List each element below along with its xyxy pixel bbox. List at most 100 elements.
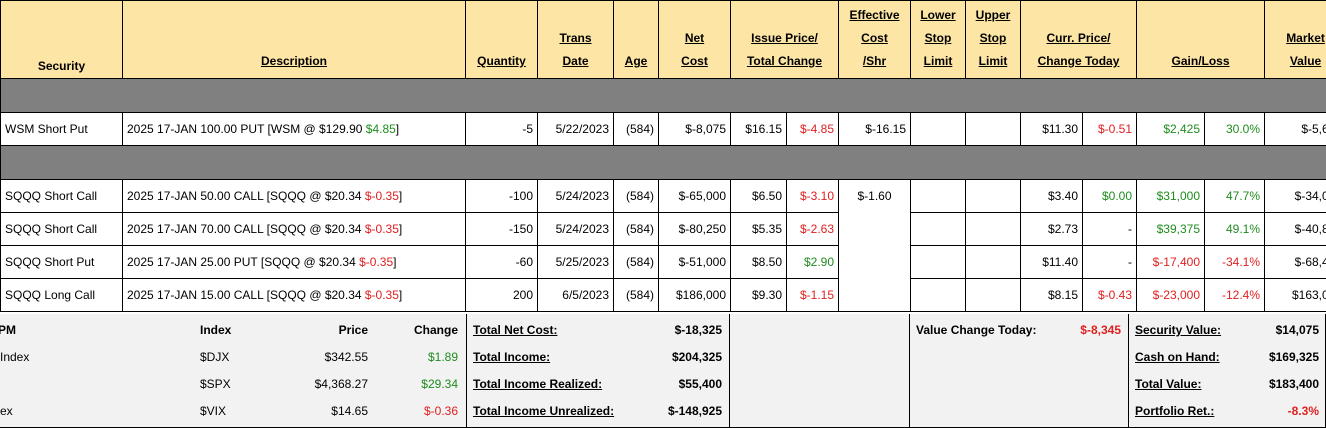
age-cell: (584): [613, 278, 659, 312]
description-cell: 2025 17-JAN 50.00 CALL [SQQQ @ $20.34 $-…: [122, 179, 466, 213]
change-today-cell: $-0.43: [1081, 278, 1138, 312]
market-value-cell: $-5,650: [1264, 112, 1326, 146]
positions-table: Security Description Quantity Trans Date …: [0, 0, 1326, 312]
issue-price-cell: $6.50: [730, 179, 787, 213]
change-today-cell: -: [1081, 212, 1138, 246]
index-symbol[interactable]: $VIX: [200, 404, 227, 418]
security-cell: WSM Short Put: [0, 112, 123, 146]
total-income-realized-label: Total Income Realized:: [473, 377, 603, 391]
change-today-cell: $-0.51: [1081, 112, 1138, 146]
lower-stop-cell[interactable]: [910, 112, 966, 146]
security-value-label: Security Value:: [1135, 323, 1222, 337]
age-cell: (584): [613, 245, 659, 279]
index-change: $29.34: [421, 377, 458, 391]
col-quantity[interactable]: Quantity: [465, 0, 538, 79]
summary-divider: [729, 314, 730, 428]
summary-divider: [466, 314, 467, 428]
col-effective-cost[interactable]: Effective Cost/Shr: [838, 0, 911, 79]
total-change-cell: $-4.85: [786, 112, 839, 146]
security-cell: SQQQ Short Call: [0, 179, 123, 213]
security-value: $14,075: [1275, 323, 1319, 337]
total-change-cell: $2.90: [786, 245, 839, 279]
index-symbol[interactable]: $DJX: [200, 350, 230, 364]
total-value: $183,400: [1268, 377, 1319, 391]
net-cost-cell: $-80,250: [658, 212, 731, 246]
summary-divider: [1128, 314, 1129, 428]
table-row-wsm[interactable]: WSM Short Put 2025 17-JAN 100.00 PUT [WS…: [0, 112, 1326, 146]
index-symbol[interactable]: $SPX: [200, 377, 231, 391]
issue-price-cell: $16.15: [730, 112, 787, 146]
trans-date-cell: 5/24/2023: [537, 179, 614, 213]
col-lower-stop[interactable]: Lower Stop Limit: [910, 0, 966, 79]
net-cost-cell: $-65,000: [658, 179, 731, 213]
col-upper-stop[interactable]: Upper Stop Limit: [965, 0, 1021, 79]
lower-stop-cell[interactable]: [910, 179, 966, 213]
market-value-cell: $-34,000: [1264, 179, 1326, 213]
market-value-cell: $163,000: [1264, 278, 1326, 312]
index-name: Index: [0, 350, 30, 364]
col-gain-loss[interactable]: Gain/Loss: [1136, 0, 1266, 79]
total-value-label: Total Value:: [1135, 377, 1202, 391]
issue-price-cell: $8.50: [730, 245, 787, 279]
col-market-value[interactable]: Market Value: [1264, 0, 1326, 79]
table-row[interactable]: SQQQ Short Put 2025 17-JAN 25.00 PUT [SQ…: [0, 245, 1326, 279]
curr-price-cell: $11.30: [1020, 112, 1083, 146]
col-curr-price[interactable]: Curr. Price/Change Today: [1019, 0, 1138, 79]
lower-stop-cell[interactable]: [910, 212, 966, 246]
market-value-cell: $-40,875: [1264, 212, 1326, 246]
gain-pct-cell: -34.1%: [1204, 245, 1266, 279]
lower-stop-cell[interactable]: [910, 245, 966, 279]
index-change: $1.89: [427, 350, 458, 364]
gain-cell: $2,425: [1136, 112, 1206, 146]
total-change-cell: $-2.63: [786, 212, 839, 246]
index-price: $4,368.27: [314, 377, 368, 391]
upper-stop-cell[interactable]: [965, 179, 1021, 213]
upper-stop-cell[interactable]: [965, 245, 1021, 279]
quantity-cell: -150: [465, 212, 538, 246]
net-cost-cell: $-51,000: [658, 245, 731, 279]
trans-date-cell: 5/24/2023: [537, 212, 614, 246]
age-cell: (584): [613, 112, 659, 146]
description-cell: 2025 17-JAN 15.00 CALL [SQQQ @ $20.34 $-…: [122, 278, 466, 312]
gain-cell: $39,375: [1136, 212, 1206, 246]
total-change-cell: $-3.10: [786, 179, 839, 213]
cash-on-hand-label: Cash on Hand:: [1135, 350, 1220, 364]
table-row[interactable]: SQQQ Long Call 2025 17-JAN 15.00 CALL [S…: [0, 278, 1326, 312]
gain-pct-cell: 49.1%: [1204, 212, 1266, 246]
gain-cell: $-17,400: [1136, 245, 1206, 279]
col-description[interactable]: Description: [122, 0, 466, 79]
total-income-unrealized-label: Total Income Unrealized:: [473, 404, 615, 418]
index-price: $14.65: [331, 404, 368, 418]
total-net-cost-label: Total Net Cost:: [473, 323, 558, 337]
security-cell: SQQQ Short Put: [0, 245, 123, 279]
description-cell: 2025 17-JAN 100.00 PUT [WSM @ $129.90 $4…: [122, 112, 466, 146]
summary-divider: [909, 314, 910, 428]
col-security: Security: [0, 0, 123, 79]
value-change-today-label: Value Change Today:: [916, 323, 1037, 337]
change-today-cell: -: [1081, 245, 1138, 279]
table-row[interactable]: SQQQ Short Call 2025 17-JAN 70.00 CALL […: [0, 212, 1326, 246]
index-col-index: Index: [200, 323, 232, 337]
col-issue-price[interactable]: Issue Price/Total Change: [730, 0, 839, 79]
age-cell: (584): [613, 179, 659, 213]
table-row[interactable]: SQQQ Short Call 2025 17-JAN 50.00 CALL […: [0, 179, 1326, 312]
trans-date-cell: 6/5/2023: [537, 278, 614, 312]
gain-cell: $-23,000: [1136, 278, 1206, 312]
upper-stop-cell[interactable]: [965, 112, 1021, 146]
total-net-cost-value: $-18,325: [674, 323, 722, 337]
col-net-cost[interactable]: Net Cost: [658, 0, 731, 79]
net-cost-cell: $186,000: [658, 278, 731, 312]
effective-cost-cell: $-16.15: [838, 112, 911, 146]
index-col-price: Price: [338, 323, 368, 337]
index-col-change: Change: [413, 323, 458, 337]
lower-stop-cell[interactable]: [910, 278, 966, 312]
portfolio-return-value: -8.3%: [1287, 404, 1319, 418]
col-age[interactable]: Age: [613, 0, 659, 79]
index-col-name: PM: [0, 323, 16, 337]
net-cost-cell: $-8,075: [658, 112, 731, 146]
upper-stop-cell[interactable]: [965, 278, 1021, 312]
col-trans-date[interactable]: Trans Date: [537, 0, 614, 79]
total-change-cell: $-1.15: [786, 278, 839, 312]
upper-stop-cell[interactable]: [965, 212, 1021, 246]
trans-date-cell: 5/22/2023: [537, 112, 614, 146]
